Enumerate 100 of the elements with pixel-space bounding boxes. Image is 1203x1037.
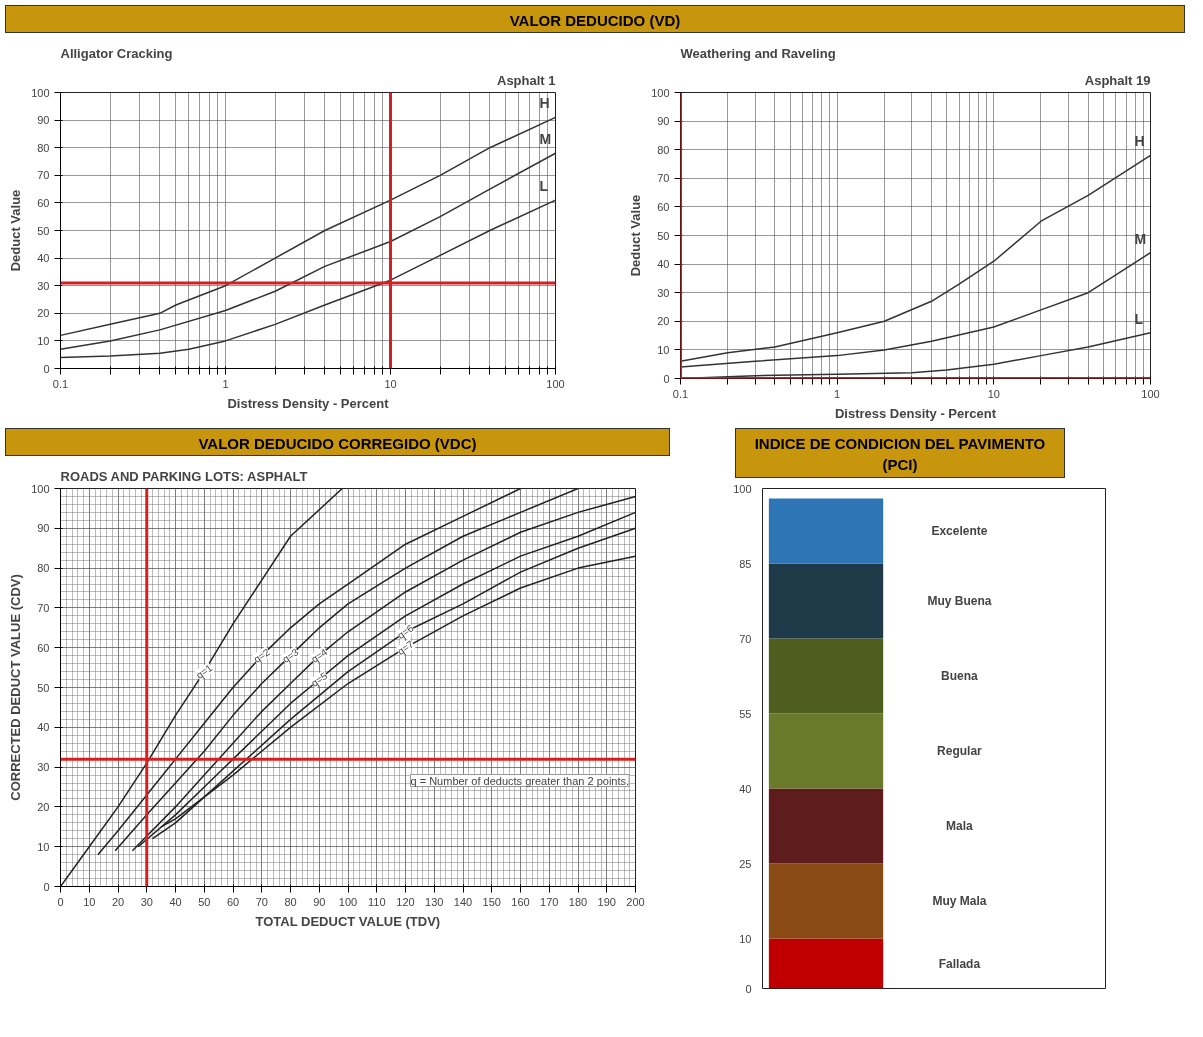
y-tick-label: 30: [37, 279, 50, 292]
y-tick-label: 80: [657, 143, 670, 156]
bar: [768, 498, 884, 564]
y-axis-title: CORRECTED DEDUCT VALUE (CDV): [8, 574, 24, 801]
x-tick-label: 140: [453, 895, 473, 908]
chart-title: Weathering and Raveling: [680, 45, 836, 61]
bar: [768, 713, 884, 789]
series-label: q=1: [194, 662, 215, 681]
y-tick-label: 40: [37, 721, 50, 734]
bar: [768, 563, 884, 639]
y-tick-label: 30: [657, 286, 670, 299]
y-tick-label: 20: [37, 800, 50, 813]
x-tick-label: 80: [284, 895, 297, 908]
x-tick-label: 170: [540, 895, 559, 908]
x-tick-label: 100: [546, 377, 565, 390]
x-tick-label: 10: [83, 895, 96, 908]
bar: [768, 863, 884, 939]
y-tick-label: 10: [657, 343, 670, 356]
bar: [768, 638, 884, 714]
series-label: q=6: [395, 622, 416, 642]
y-tick-label: 10: [37, 334, 50, 347]
y-tick-label: 40: [37, 252, 50, 265]
y-tick-label: 100: [651, 86, 670, 99]
y-tick-label: 90: [37, 522, 50, 535]
y-tick-label: 40: [739, 782, 752, 795]
x-tick-label: 20: [111, 895, 125, 908]
y-tick-label: 70: [657, 172, 670, 185]
y-tick-label: 90: [657, 115, 670, 128]
series-label: M: [1134, 230, 1147, 247]
y-tick-label: 10: [37, 840, 50, 853]
series-label: q=7: [395, 638, 416, 658]
series-label: q=2: [251, 646, 273, 665]
y-tick-label: 0: [745, 982, 752, 995]
x-tick-label: 1: [834, 387, 841, 400]
bar: [768, 938, 884, 989]
x-axis-title: Distress Density - Percent: [834, 405, 997, 421]
x-tick-label: 60: [226, 895, 240, 908]
text: VALOR DEDUCIDO (VD): [509, 11, 681, 31]
text: Muy Buena: [927, 594, 992, 608]
y-tick-label: 70: [739, 632, 752, 645]
series-label: q=5: [309, 669, 330, 689]
y-tick-label: 20: [37, 307, 50, 320]
annotation: q = Number of deducts greater than 2 points.: [410, 774, 630, 787]
series-label: L: [539, 178, 549, 195]
y-tick-label: 100: [733, 482, 752, 495]
x-tick-label: 190: [597, 895, 616, 908]
y-tick-label: 50: [37, 224, 50, 237]
y-tick-label: 70: [37, 169, 50, 182]
y-tick-label: 60: [657, 200, 670, 213]
series-label: q=3: [280, 646, 301, 665]
x-tick-label: 0.1: [672, 387, 689, 400]
y-tick-label: 100: [31, 482, 50, 495]
y-tick-label: 80: [37, 141, 50, 154]
text: Mala: [946, 819, 974, 833]
y-tick-label: 100: [31, 86, 50, 99]
chart-subtitle: Asphalt 19: [1084, 72, 1151, 88]
y-tick-label: 80: [37, 562, 50, 575]
y-tick-label: 0: [43, 880, 50, 893]
text: Fallada: [938, 956, 981, 971]
x-axis-title: Distress Density - Percent: [227, 395, 390, 411]
series-label: q=4: [309, 646, 330, 665]
y-tick-label: 85: [739, 557, 752, 570]
y-tick-label: 50: [37, 681, 50, 694]
text: Muy Mala: [932, 894, 987, 908]
x-tick-label: 130: [425, 895, 444, 908]
x-tick-label: 90: [313, 895, 326, 908]
series-label: H: [1134, 133, 1145, 150]
series-label: H: [539, 95, 550, 112]
x-tick-label: 160: [511, 895, 530, 908]
series-label: L: [1134, 310, 1144, 327]
y-tick-label: 10: [739, 932, 752, 945]
x-tick-label: 40: [169, 895, 182, 908]
x-tick-label: 120: [396, 895, 415, 908]
chart-title: INDICE DE CONDICION DEL PAVIMENTO (PCI): [753, 434, 1047, 476]
y-tick-label: 55: [739, 707, 752, 720]
x-tick-label: 200: [626, 895, 645, 908]
x-axis-title: TOTAL DEDUCT VALUE (TDV): [255, 913, 441, 929]
x-tick-label: 0.1: [52, 377, 69, 390]
series-label: M: [539, 131, 552, 148]
x-tick-label: 180: [568, 895, 588, 908]
x-tick-label: 10: [987, 387, 1000, 400]
x-tick-label: 110: [367, 895, 386, 908]
chart-subtitle: Asphalt 1: [496, 72, 556, 88]
y-axis-title: Deduct Value: [628, 194, 644, 277]
x-tick-label: 50: [198, 895, 211, 908]
y-axis-title: Deduct Value: [8, 189, 24, 272]
y-tick-label: 25: [739, 857, 752, 870]
y-tick-label: 50: [657, 229, 670, 242]
text: Regular: [937, 744, 983, 758]
x-tick-label: 150: [482, 895, 501, 908]
y-tick-label: 90: [37, 114, 50, 127]
y-tick-label: 70: [37, 601, 50, 614]
x-tick-label: 70: [255, 895, 268, 908]
y-tick-label: 0: [43, 362, 50, 375]
text: Buena: [941, 669, 979, 683]
bar: [768, 788, 884, 864]
y-tick-label: 30: [37, 761, 50, 774]
y-tick-label: 60: [37, 641, 50, 654]
x-tick-label: 0: [57, 895, 64, 908]
x-tick-label: 10: [384, 377, 397, 390]
